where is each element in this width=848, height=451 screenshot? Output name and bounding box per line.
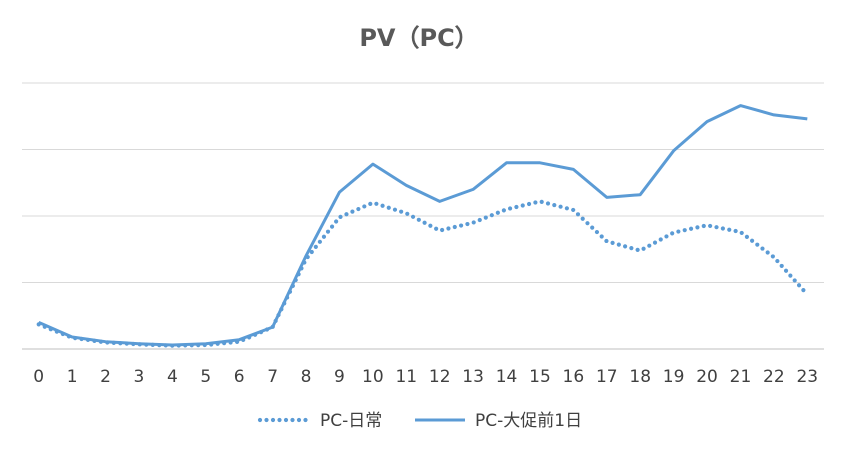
x-tick-label: 15 xyxy=(529,367,551,387)
x-axis-tick-labels: 0 1 2 3 4 5 6 7 8 9 10 11 12 13 14 15 16 17 18 19 20 21 22 23 xyxy=(33,367,818,387)
x-tick-label: 3 xyxy=(134,367,145,387)
x-tick-label: 10 xyxy=(362,367,384,387)
x-tick-label: 7 xyxy=(267,367,278,387)
legend-label: PC-大促前1日 xyxy=(475,411,582,431)
x-tick-label: 4 xyxy=(167,367,178,387)
x-tick-label: 17 xyxy=(596,367,618,387)
x-tick-label: 6 xyxy=(234,367,245,387)
x-tick-label: 21 xyxy=(730,367,752,387)
x-tick-label: 16 xyxy=(563,367,585,387)
chart-title: PV（PC） xyxy=(359,24,478,52)
x-tick-label: 13 xyxy=(462,367,484,387)
series-lines xyxy=(36,104,810,348)
legend-label: PC-日常 xyxy=(320,411,382,431)
x-tick-label: 14 xyxy=(496,367,518,387)
x-tick-label: 18 xyxy=(629,367,651,387)
x-tick-label: 19 xyxy=(663,367,685,387)
x-tick-label: 20 xyxy=(696,367,718,387)
x-tick-label: 0 xyxy=(33,367,44,387)
x-tick-label: 22 xyxy=(763,367,785,387)
x-tick-label: 9 xyxy=(334,367,345,387)
x-tick-label: 23 xyxy=(796,367,818,387)
series-line-daily xyxy=(36,199,810,348)
x-tick-label: 11 xyxy=(395,367,417,387)
series-line-pre-promo xyxy=(38,104,808,347)
gridlines xyxy=(22,82,824,350)
x-tick-label: 2 xyxy=(100,367,111,387)
x-tick-label: 12 xyxy=(429,367,451,387)
x-tick-label: 1 xyxy=(67,367,78,387)
legend: PC-日常 PC-大促前1日 xyxy=(257,411,582,431)
x-tick-label: 8 xyxy=(301,367,312,387)
x-tick-label: 5 xyxy=(200,367,211,387)
